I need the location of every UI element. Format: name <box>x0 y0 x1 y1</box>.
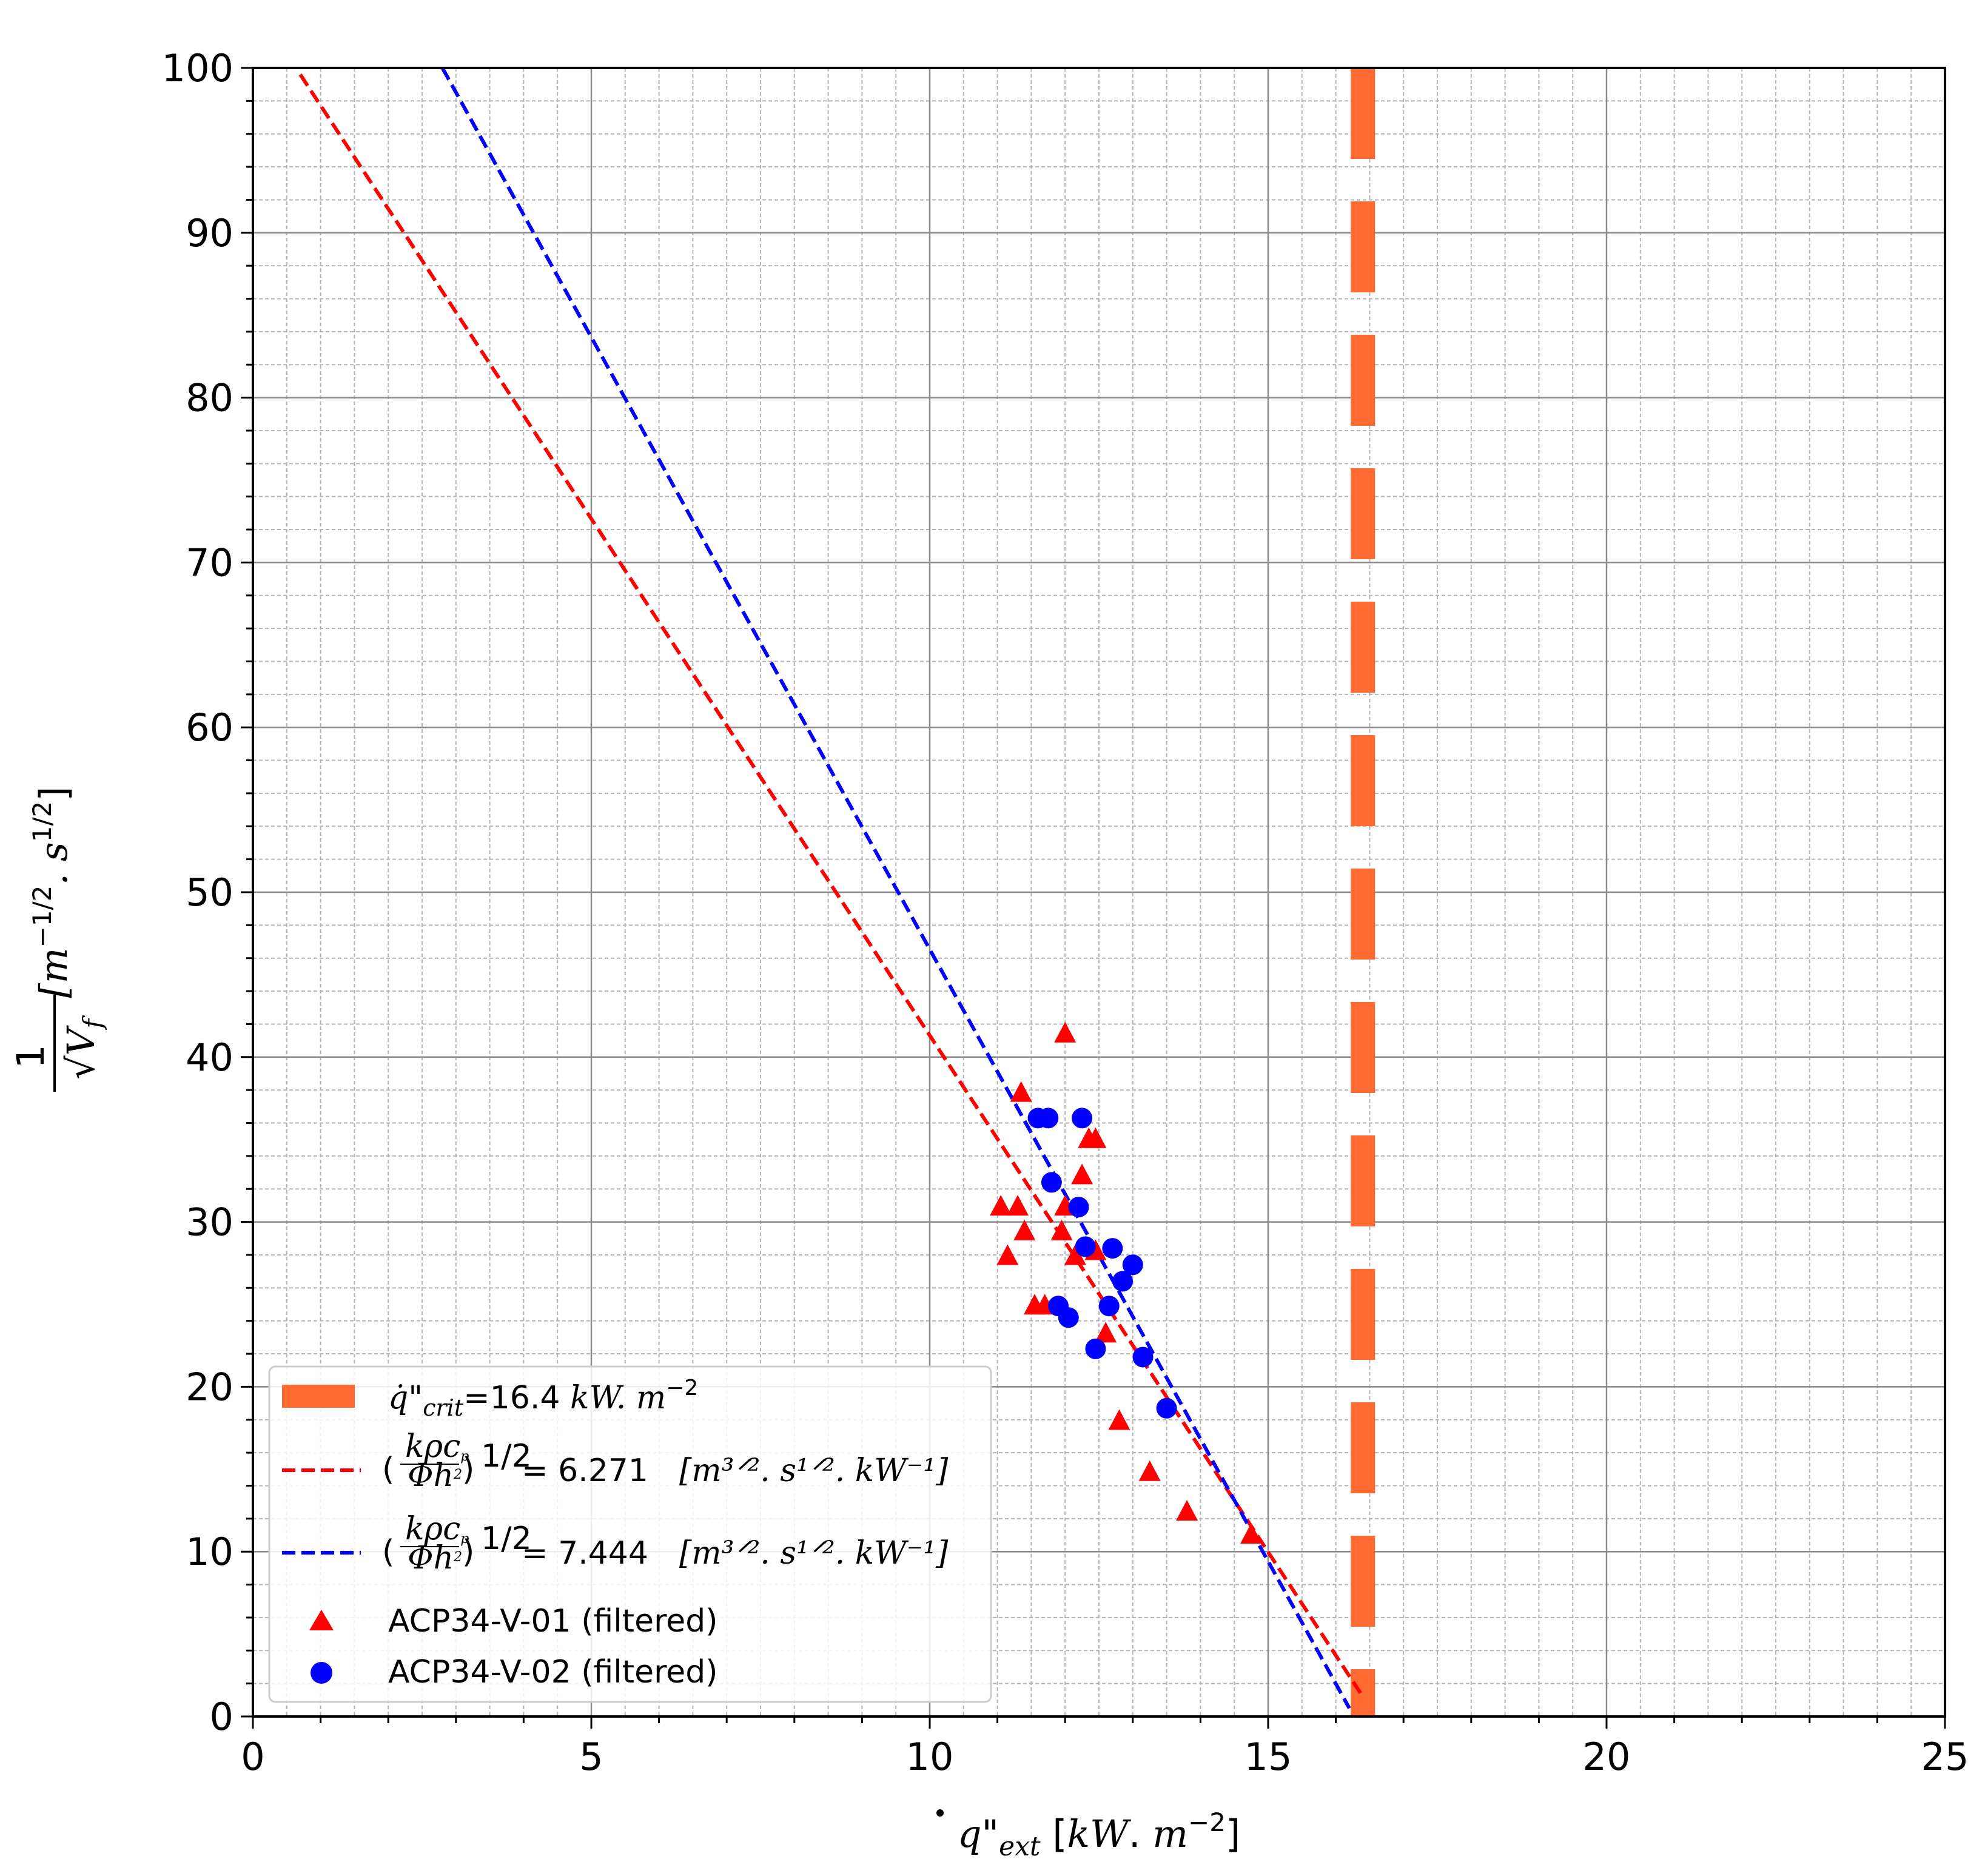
y-axis-fraction: 1 √Vf <box>8 995 107 1092</box>
series-1-point <box>996 1244 1019 1265</box>
axis-ticks: 0 5 10 15 20 25 0 10 20 30 40 50 60 70 80 90 100 <box>162 46 1969 1779</box>
svg-text:1/2: 1/2 <box>481 1438 532 1474</box>
series-2-point <box>1102 1238 1123 1259</box>
series-1-point <box>1108 1409 1130 1430</box>
y-tick-label: 90 <box>186 211 233 255</box>
series-2-point <box>1085 1338 1106 1359</box>
svg-text:kρcp: kρcp <box>405 1511 469 1547</box>
svg-text:): ) <box>462 1451 474 1488</box>
series-2-point <box>1041 1172 1062 1193</box>
y-tick-label: 10 <box>186 1530 233 1574</box>
svg-text:[m³ᐟ². s¹ᐟ². kW⁻¹]: [m³ᐟ². s¹ᐟ². kW⁻¹] <box>679 1453 949 1489</box>
legend-series2-label: ACP34-V-02 (filtered) <box>388 1654 718 1690</box>
series-2-point <box>1038 1108 1059 1129</box>
y-tick-label: 80 <box>186 376 233 420</box>
legend-series2-marker <box>311 1662 332 1684</box>
svg-text:(: ( <box>382 1451 394 1488</box>
legend-box <box>268 1365 992 1703</box>
y-tick-label: 20 <box>186 1365 233 1409</box>
svg-text:(: ( <box>382 1534 394 1570</box>
x-tick-label: 20 <box>1583 1735 1631 1779</box>
series-2-point <box>1072 1108 1093 1129</box>
svg-text:): ) <box>462 1534 474 1570</box>
x-tick-label: 10 <box>906 1735 954 1779</box>
x-tick-label: 15 <box>1244 1735 1292 1779</box>
series-2-point <box>1098 1296 1120 1317</box>
svg-text:q"ext [kW. m−2]: q"ext [kW. m−2] <box>958 1807 1240 1862</box>
svg-text:q̇"crit=16.4 kW. m−2: q̇"crit=16.4 kW. m−2 <box>388 1376 698 1421</box>
y-tick-label: 100 <box>162 46 233 90</box>
y-tick-label: 40 <box>186 1035 233 1080</box>
series-2-point <box>1068 1197 1089 1218</box>
svg-text:[m−1/2. s1/2]: [m−1/2. s1/2] <box>27 787 76 998</box>
y-tick-label: 30 <box>186 1200 233 1245</box>
svg-text:1: 1 <box>8 1044 53 1068</box>
legend: q̇"crit=16.4 kW. m−2 ( kρcp Φh2 ) 1/2 = … <box>268 1365 992 1703</box>
x-label-quote: " <box>982 1812 999 1856</box>
legend-series1-marker <box>309 1610 334 1630</box>
legend-fit2-label: ( kρcp Φh2 ) 1/2 = 7.444 [m³ᐟ². s¹ᐟ². kW… <box>382 1511 949 1576</box>
series-1-point <box>1010 1081 1032 1102</box>
legend-critical-swatch <box>282 1385 355 1408</box>
x-tick-label: 5 <box>579 1735 603 1779</box>
y-tick-label: 70 <box>186 540 233 585</box>
series-1-point <box>1240 1523 1263 1544</box>
series-1-point <box>1013 1219 1036 1240</box>
legend-fit1-label: ( kρcp Φh2 ) 1/2 = 6.271 [m³ᐟ². s¹ᐟ². kW… <box>382 1428 949 1494</box>
series-2-point <box>1132 1346 1154 1368</box>
legend-series1-label: ACP34-V-01 (filtered) <box>388 1603 718 1639</box>
series-1-point <box>1071 1163 1093 1185</box>
x-tick-label: 0 <box>241 1735 264 1779</box>
series-1-point <box>1176 1499 1198 1521</box>
fit-lines <box>298 67 1365 1709</box>
series-2-point <box>1112 1271 1134 1292</box>
series-1-point <box>990 1195 1012 1216</box>
series-2-point <box>1058 1307 1079 1328</box>
series-1-point <box>1050 1219 1073 1240</box>
series-1-point <box>1084 1127 1107 1148</box>
svg-text:kρcp: kρcp <box>405 1428 469 1465</box>
fit-line-1 <box>298 73 1365 1698</box>
series-1-point <box>1007 1195 1029 1216</box>
series-2-point <box>1156 1397 1177 1419</box>
y-tick-label: 60 <box>186 705 233 750</box>
y-tick-label: 0 <box>210 1695 233 1739</box>
data-points <box>990 1021 1263 1544</box>
series-2-point <box>1122 1254 1143 1276</box>
svg-text:[m³ᐟ². s¹ᐟ². kW⁻¹]: [m³ᐟ². s¹ᐟ². kW⁻¹] <box>679 1535 949 1572</box>
svg-text:1/2: 1/2 <box>481 1521 532 1557</box>
y-tick-label: 50 <box>186 870 233 915</box>
series-1-point <box>1095 1322 1117 1343</box>
series-2-point <box>1075 1236 1096 1257</box>
x-tick-label: 25 <box>1921 1735 1969 1779</box>
svg-text:= 6.271: = 6.271 <box>522 1453 648 1489</box>
fit-line-2 <box>440 67 1351 1709</box>
legend-critical-label: q̇" <box>388 1380 423 1416</box>
svg-text:Φh2: Φh2 <box>408 1457 462 1494</box>
series-1-point <box>1138 1460 1161 1481</box>
series-1-point <box>1064 1244 1086 1265</box>
y-axis-label: [m−1/2. s1/2] <box>27 787 76 998</box>
series-1-point <box>1054 1021 1076 1043</box>
x-axis-label: q"ext [kW. m−2] <box>936 1807 1240 1862</box>
svg-text:Φh2: Φh2 <box>408 1540 462 1576</box>
svg-text:= 7.444: = 7.444 <box>522 1535 648 1572</box>
